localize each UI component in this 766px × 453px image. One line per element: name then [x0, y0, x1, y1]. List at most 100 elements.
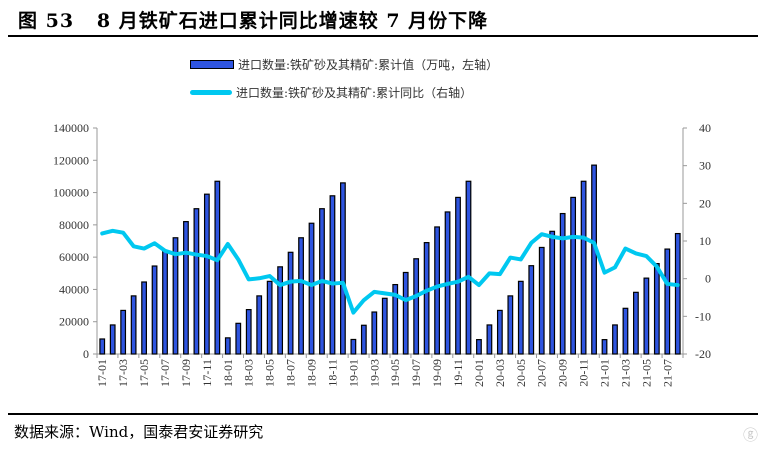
bar-18-12: [340, 182, 346, 355]
bar-19-06: [402, 271, 409, 355]
x-axis-tick-label: 20-03: [493, 359, 507, 387]
bar-20-08: [549, 230, 556, 355]
bar-17-12: [214, 180, 221, 355]
bar-17-07: [162, 250, 168, 355]
legend-label-line: 进口数量:铁矿砂及其精矿:累计同比（右轴）: [236, 86, 473, 100]
right-axis-tick-label: 40: [699, 121, 711, 135]
source-rule: [8, 413, 758, 415]
bar-17-03: [120, 309, 127, 355]
bar-17-02: [109, 324, 116, 355]
bar-20-01: [476, 339, 482, 355]
bar-18-01: [224, 337, 231, 355]
bar-17-06: [151, 265, 158, 355]
legend-swatch-bar: [190, 60, 234, 69]
bar-20-06: [528, 265, 535, 355]
source-note: 数据来源：Wind，国泰君安证券研究: [14, 423, 264, 441]
watermark-logo: ⓖ: [742, 426, 758, 444]
bar-17-11: [203, 193, 210, 355]
bar-21-01: [601, 339, 608, 355]
yoy-line-series: [100, 228, 680, 315]
x-axis-tick-label: 21-07: [660, 359, 674, 387]
x-axis-tick-label: 20-11: [577, 359, 591, 387]
x-axis-tick-label: 17-09: [179, 359, 193, 387]
x-axis-tick-label: 17-01: [95, 359, 109, 387]
x-axis-tick-label: 17-03: [116, 359, 130, 387]
x-axis-tick-label: 19-07: [409, 359, 423, 387]
bar-20-02: [486, 324, 493, 355]
bar-18-09: [308, 222, 315, 355]
bar-20-03: [496, 309, 503, 355]
left-axis-tick-label: 40000: [59, 282, 89, 296]
x-axis-tick-label: 19-09: [430, 359, 444, 387]
x-axis-tick-label: 18-07: [284, 359, 298, 387]
bar-21-04: [633, 291, 639, 355]
bar-21-05: [643, 277, 650, 355]
left-axis-tick-label: 60000: [59, 250, 89, 264]
bar-17-05: [141, 281, 147, 355]
x-axis-tick-label: 19-03: [367, 359, 381, 387]
bar-19-12: [465, 180, 472, 355]
left-axis-tick-label: 140000: [53, 121, 89, 135]
x-axis-tick-label: 18-03: [242, 359, 256, 387]
left-axis-tick-label: 0: [83, 347, 89, 361]
bar-19-05: [392, 283, 399, 355]
x-axis-tick-label: 18-01: [221, 359, 235, 387]
bar-20-04: [507, 295, 514, 355]
bar-18-05: [266, 280, 273, 355]
bar-18-06: [277, 266, 284, 355]
bar-19-11: [455, 196, 461, 355]
x-axis-tick-label: 20-01: [472, 359, 486, 387]
bar-19-04: [381, 297, 388, 355]
bar-19-08: [423, 242, 430, 355]
left-axis-tick-label: 20000: [59, 315, 89, 329]
x-axis-tick-label: 17-05: [137, 359, 151, 387]
right-axis-tick-label: 10: [699, 234, 711, 248]
bar-20-11: [580, 180, 587, 355]
bar-20-09: [559, 212, 566, 355]
bar-18-03: [245, 309, 252, 355]
figure-title: 图 53 8 月铁矿石进口累计同比增速较 7 月份下降: [18, 10, 489, 32]
x-axis-tick-label: 20-09: [556, 359, 570, 387]
bar-18-07: [287, 251, 294, 355]
bar-17-10: [193, 208, 200, 355]
bar-19-02: [360, 324, 367, 355]
x-axis-tick-label: 17-07: [158, 359, 172, 387]
bar-20-07: [538, 246, 545, 355]
x-axis-tick-label: 18-11: [325, 359, 339, 387]
bar-21-08: [674, 232, 681, 355]
x-axis-tick-label: 18-09: [305, 359, 319, 387]
legend-label-bar: 进口数量:铁矿砂及其精矿:累计值（万吨，左轴）: [238, 58, 499, 72]
bar-21-03: [622, 307, 629, 355]
bar-21-07: [664, 248, 671, 355]
bar-20-05: [517, 280, 524, 355]
right-axis-tick-label: -10: [695, 309, 711, 323]
bar-18-04: [256, 295, 263, 355]
bar-21-06: [653, 263, 660, 355]
x-axis-tick-label: 20-07: [535, 359, 549, 387]
left-axis-tick-label: 80000: [59, 218, 89, 232]
bar-19-03: [371, 311, 378, 355]
bar-18-08: [298, 237, 304, 355]
bar-18-11: [329, 195, 336, 355]
legend-swatch-line: [190, 90, 232, 95]
bar-19-01: [350, 338, 357, 355]
left-axis-tick-label: 100000: [53, 186, 89, 200]
x-axis-tick-label: 19-05: [388, 359, 402, 387]
x-axis-tick-label: 19-11: [451, 359, 465, 387]
right-axis-tick-label: -20: [695, 347, 711, 361]
left-axis-tick-label: 120000: [53, 153, 89, 167]
x-axis-tick-label: 21-01: [598, 359, 612, 387]
bar-17-01: [99, 338, 106, 355]
x-axis-tick-label: 21-03: [618, 359, 632, 387]
legend-item-bar: 进口数量:铁矿砂及其精矿:累计值（万吨，左轴）: [190, 56, 498, 73]
x-axis-tick-label: 18-05: [263, 359, 277, 387]
bar-17-08: [172, 237, 179, 355]
x-axis-tick-label: 21-05: [639, 359, 653, 387]
right-axis-tick-label: 30: [699, 159, 711, 173]
x-axis-tick-label: 19-01: [346, 359, 360, 387]
bar-17-04: [130, 295, 137, 355]
bar-20-10: [570, 196, 577, 355]
right-axis-tick-label: 20: [699, 196, 711, 210]
bar-19-09: [434, 226, 440, 355]
bar-21-02: [612, 324, 618, 355]
